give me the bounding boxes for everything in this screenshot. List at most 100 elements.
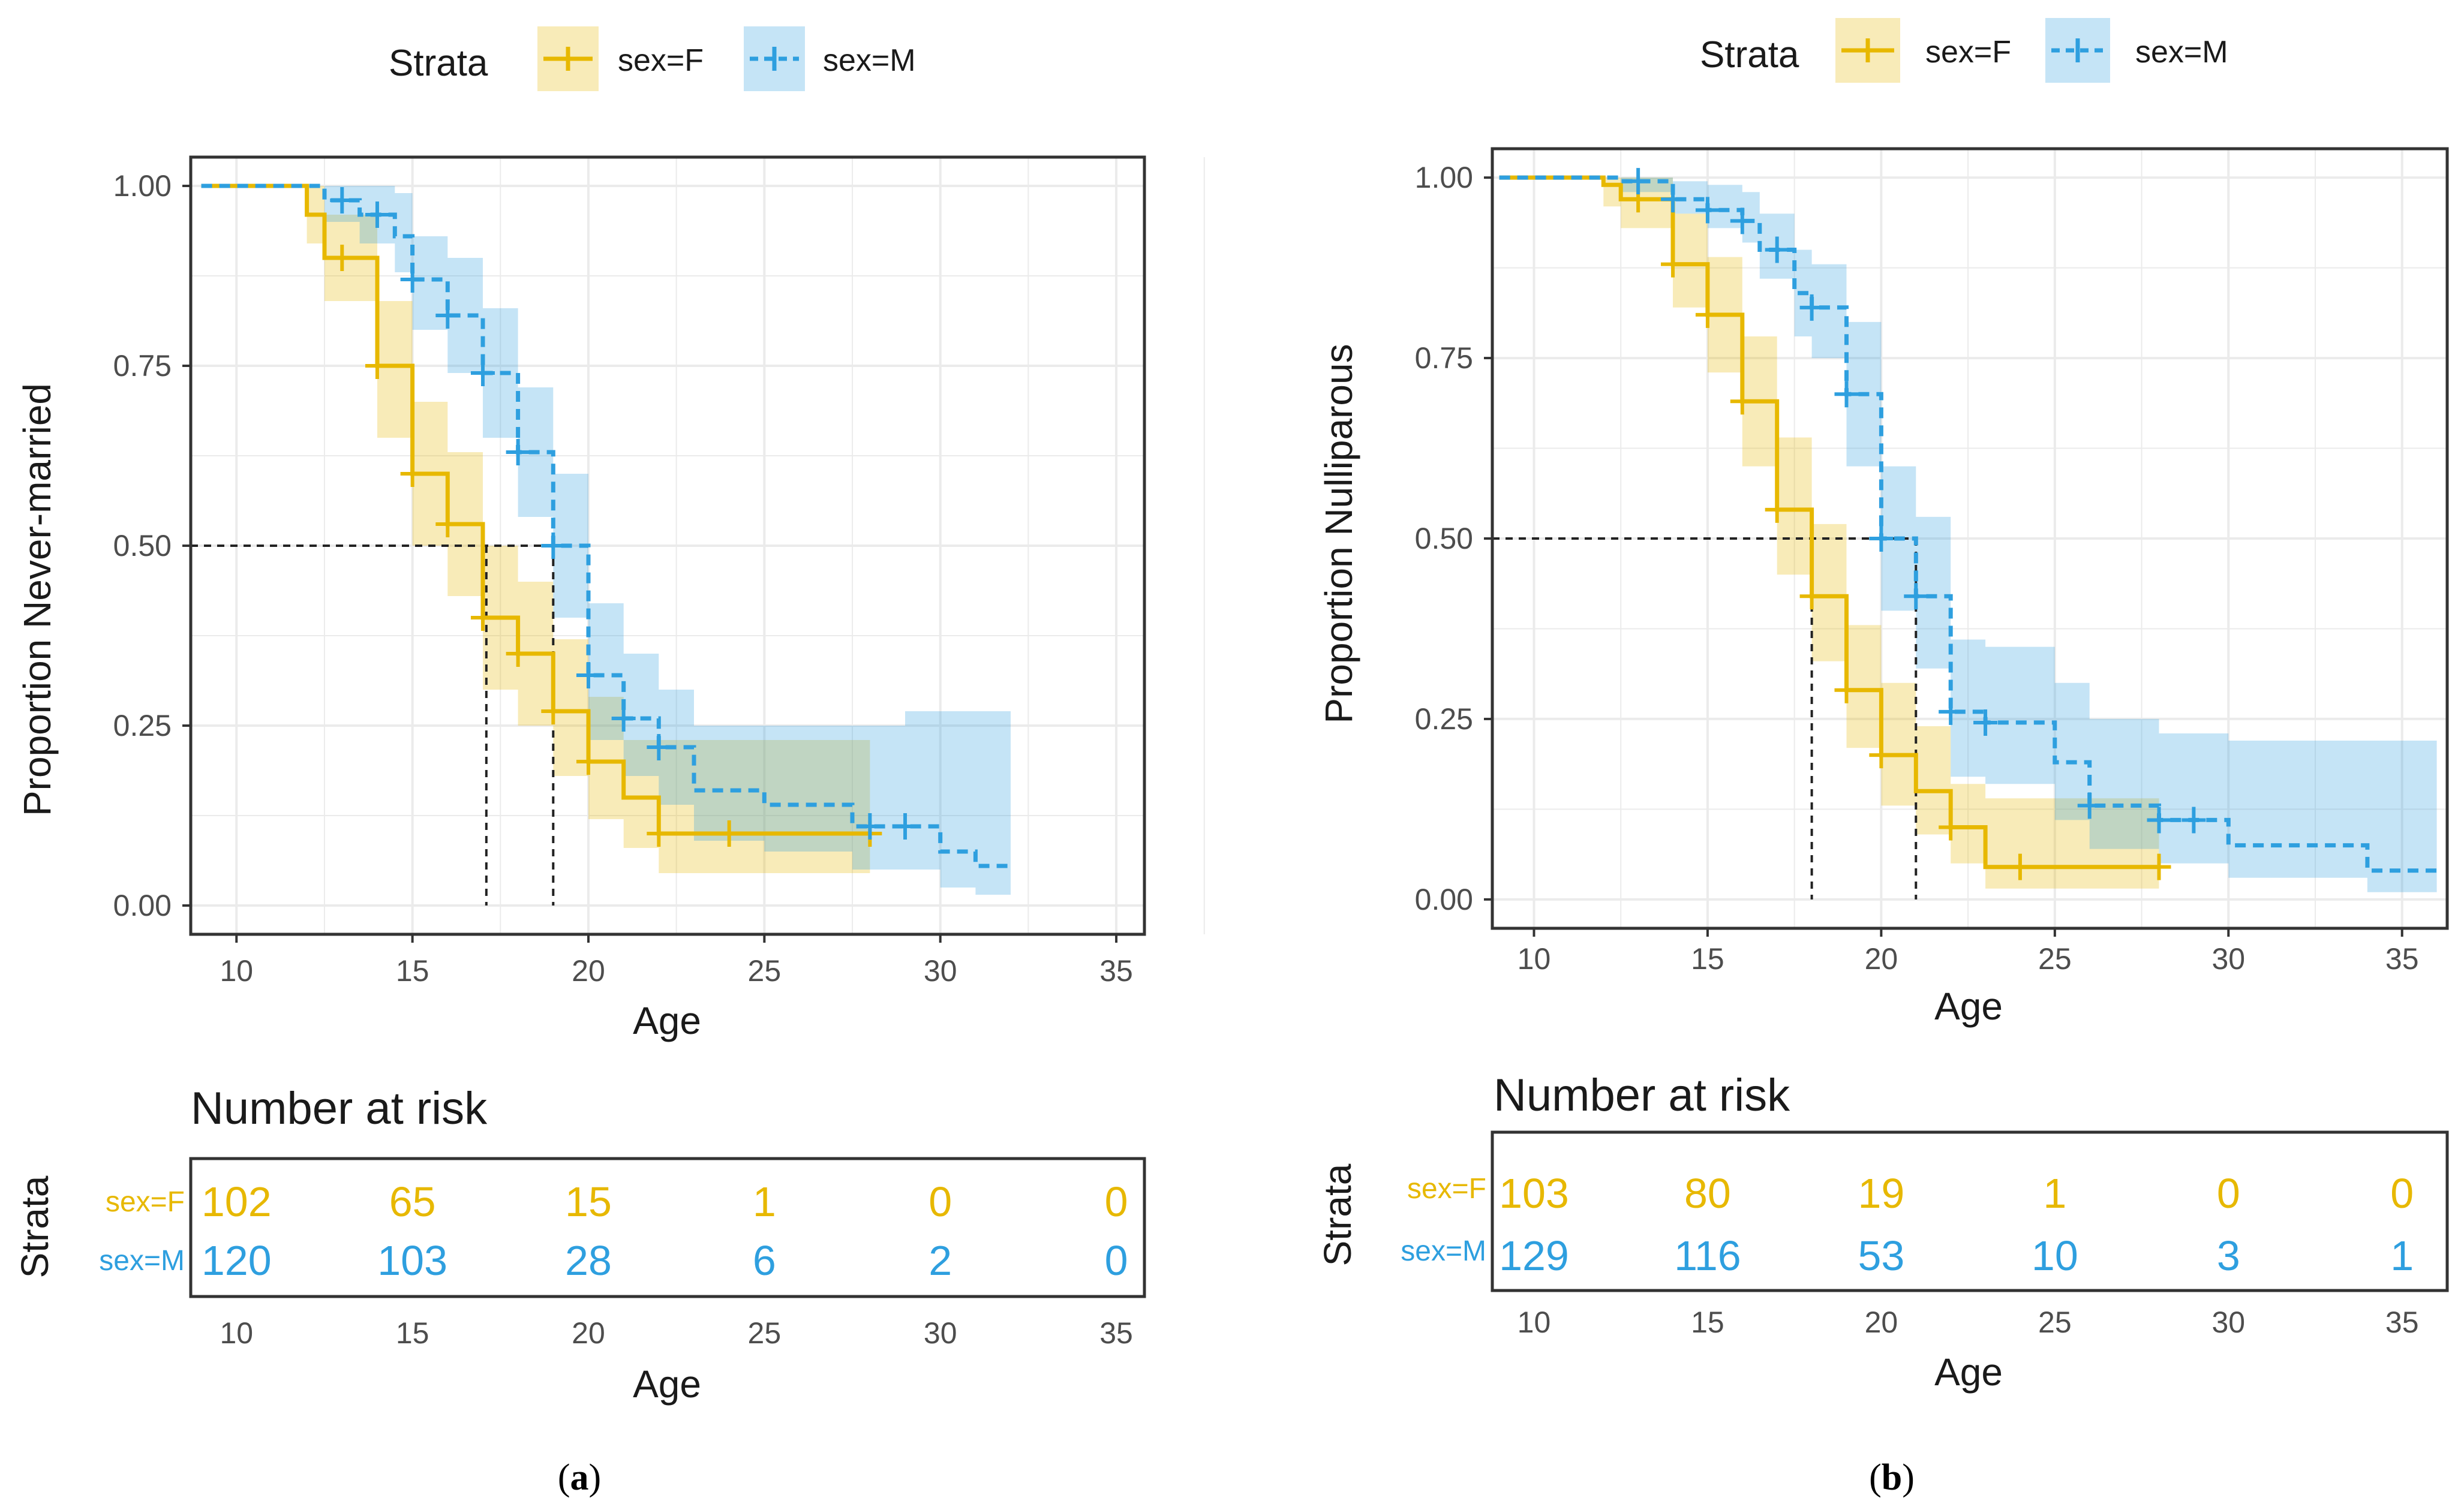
censor-mark-sex=M-p0-0 (330, 187, 354, 213)
risk-x-tick-label-p0-3: 25 (748, 1316, 782, 1350)
censor-mark-sex=M-p0-6 (541, 533, 566, 559)
censor-mark-sex=F-p0-0 (330, 245, 354, 271)
km-plot-b: 10 15 20 25 30 35 0.00 0.25 0.50 0.75 1.00 (1415, 147, 2449, 976)
risk-value-sex=M-p1-3: 10 (2032, 1232, 2078, 1279)
censor-mark-sex=F-p1-6 (1834, 676, 1859, 703)
risk-x-tick-label-p1-4: 30 (2211, 1306, 2245, 1339)
censor-mark-sex=M-p1-3 (1730, 207, 1754, 234)
x-tick-label-p1-2: 20 (1865, 942, 1898, 976)
censor-mark-sex=M-p0-5 (506, 439, 530, 465)
y-tick-label-p1-1: 0.25 (1415, 702, 1473, 736)
risk-value-sex=M-p1-5: 1 (2390, 1232, 2414, 1279)
x-tick-label-p0-3: 25 (748, 954, 782, 988)
censor-mark-sex=M-p0-2 (400, 266, 425, 293)
caption-letter-b: b (1882, 1457, 1902, 1498)
risk-row-label-female-a: sex=F (106, 1186, 185, 1218)
risk-value-sex=M-p1-2: 53 (1858, 1232, 1904, 1279)
censor-mark-sex=M-p1-0 (1626, 168, 1651, 195)
risk-row-label-male-a: sex=M (99, 1245, 185, 1277)
risk-x-tick-label-p0-2: 20 (572, 1316, 605, 1350)
censor-mark-sex=M-p0-11 (893, 813, 918, 840)
risk-value-sex=M-p1-1: 116 (1674, 1232, 1741, 1279)
median-lines-p0 (191, 545, 555, 906)
risk-row-label-female-b: sex=F (1407, 1173, 1486, 1205)
risk-table-ylabel-b: Strata (1316, 1163, 1359, 1266)
risk-value-sex=F-p1-3: 1 (2043, 1170, 2066, 1217)
censor-mark-sex=F-p1-4 (1765, 496, 1789, 523)
risk-table-frame-a (189, 1157, 1146, 1298)
x-tick-label-p1-1: 15 (1691, 942, 1724, 976)
risk-value-sex=F-p1-1: 80 (1684, 1170, 1731, 1217)
x-tick-label-p0-5: 35 (1099, 954, 1133, 988)
risk-table-a: Number at risk Strata sex=F sex=M 102 65 1… (13, 1083, 1146, 1406)
y-tick-label-p0-3: 0.75 (113, 349, 172, 383)
censor-mark-sex=M-p1-4 (1765, 236, 1789, 263)
y-tick-label-p1-2: 0.50 (1415, 522, 1473, 555)
censor-mark-sex=F-p1-8 (1939, 814, 1963, 841)
caption-letter-a: a (570, 1457, 589, 1498)
censor-mark-sex=M-p1-11 (2077, 792, 2102, 819)
censor-mark-sex=F-p0-5 (506, 640, 530, 667)
risk-value-sex=F-p1-4: 0 (2217, 1170, 2240, 1217)
panel-a: Strata sex=F sex=M 10 15 20 25 30 350.000.250… (13, 26, 1205, 1498)
censor-mark-sex=M-p0-4 (470, 360, 495, 386)
y-tick-label-p1-3: 0.75 (1415, 341, 1473, 375)
risk-value-sex=M-p0-2: 28 (565, 1237, 612, 1284)
plot-content-p1 (1492, 168, 2437, 900)
risk-ticks-a: 10 15 20 25 30 35 (220, 1316, 1132, 1350)
median-lines-p1 (1492, 537, 1918, 900)
x-tick-label-p1-5: 35 (2385, 942, 2419, 976)
legend-label-female-a: sex=F (618, 43, 704, 78)
y-tick-label-p0-1: 0.25 (113, 709, 172, 742)
legend-label-male-a: sex=M (823, 43, 916, 78)
risk-value-sex=F-p0-2: 15 (565, 1178, 612, 1225)
legend-label-female-b: sex=F (1925, 35, 2011, 70)
censor-mark-sex=F-p0-6 (541, 698, 566, 724)
risk-value-sex=F-p0-1: 65 (389, 1178, 436, 1225)
x-tick-label-p0-0: 10 (220, 954, 253, 988)
risk-value-sex=M-p0-1: 103 (377, 1237, 447, 1284)
risk-value-sex=F-p0-0: 102 (202, 1178, 272, 1225)
censor-mark-sex=M-p1-10 (1973, 709, 1998, 736)
y-tick-label-p0-4: 1.00 (113, 169, 172, 203)
x-axis-title-a: Age (633, 999, 701, 1042)
x-tick-label-p0-2: 20 (572, 954, 605, 988)
censor-mark-sex=M-p1-6 (1834, 381, 1859, 408)
censor-mark-sex=M-p0-8 (611, 705, 636, 732)
censor-mark-sex=F-p1-9 (2008, 853, 2032, 880)
risk-value-sex=F-p1-2: 19 (1858, 1170, 1904, 1217)
risk-values-a: 102 65 15 1 0 0 120 103 28 6 2 0 (202, 1178, 1128, 1284)
censor-mark-sex=F-p0-9 (717, 820, 741, 847)
panel-b: Strata sex=F sex=M 10 15 20 25 30 350.000.250… (1316, 18, 2449, 1498)
censor-mark-sex=M-p0-1 (365, 201, 389, 228)
censor-mark-sex=F-p1-7 (1869, 742, 1894, 769)
risk-x-tick-label-p0-0: 10 (220, 1316, 253, 1350)
censor-mark-sex=F-p1-2 (1695, 301, 1720, 328)
risk-value-sex=M-p0-3: 6 (753, 1237, 776, 1284)
censor-mark-sex=F-p1-3 (1730, 388, 1754, 415)
censor-mark-sex=F-p1-10 (2147, 853, 2171, 880)
plot-content-p0 (191, 184, 1011, 906)
y-tick-label-p0-0: 0.00 (113, 889, 172, 922)
risk-ticks-b: 10 15 20 25 30 35 (1518, 1306, 2419, 1339)
risk-table-frame-b (1491, 1130, 2449, 1292)
x-tick-label-p1-0: 10 (1518, 942, 1551, 976)
risk-table-xlabel-b: Age (1934, 1350, 2003, 1394)
censor-mark-sex=M-p0-7 (576, 662, 600, 688)
x-tick-label-p0-1: 15 (396, 954, 429, 988)
censor-mark-sex=F-p0-2 (400, 461, 425, 487)
risk-x-tick-label-p1-0: 10 (1518, 1306, 1551, 1339)
censor-mark-sex=F-p0-8 (647, 820, 671, 847)
y-axis-title-b: Proportion Nulliparous (1317, 344, 1360, 723)
censor-mark-sex=M-p1-9 (1939, 698, 1963, 725)
censor-mark-sex=F-p1-5 (1799, 583, 1824, 610)
censor-mark-sex=F-p0-4 (470, 604, 495, 631)
risk-value-sex=F-p0-5: 0 (1105, 1178, 1128, 1225)
caption-a: (a) (558, 1457, 601, 1498)
caption-b: (b) (1869, 1457, 1915, 1498)
risk-x-tick-label-p0-5: 35 (1099, 1316, 1133, 1350)
ci-band-sex=M-p1 (1499, 178, 2437, 892)
censor-mark-sex=F-p0-7 (576, 748, 600, 775)
ci-band-sex=M-p0 (201, 186, 1011, 895)
